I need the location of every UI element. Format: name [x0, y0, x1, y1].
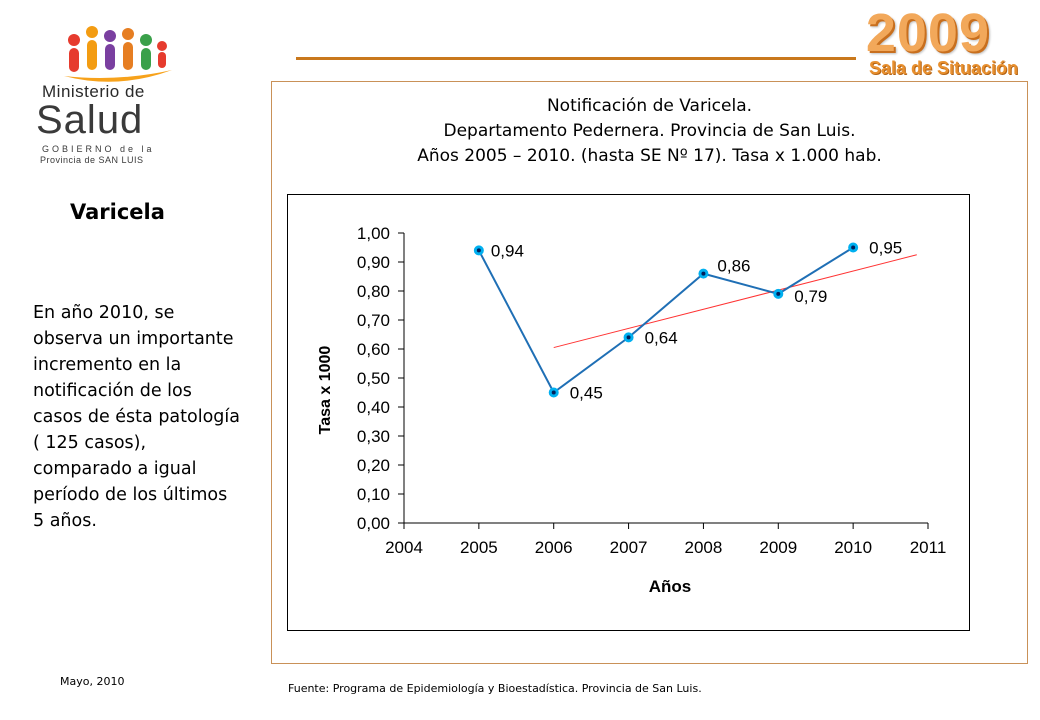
ministry-logo: Ministerio de Salud GOBIERNO de la Provi… [30, 20, 200, 165]
side-description: En año 2010, se observa un importante in… [33, 303, 240, 531]
y-tick-label: 0,40 [357, 398, 390, 417]
data-point-center [476, 248, 481, 253]
x-tick-label: 2006 [535, 538, 573, 557]
logo-line-ministerio: Ministerio de [42, 82, 145, 101]
x-tick-label: 2007 [610, 538, 648, 557]
brand-year: 2009 [865, 3, 990, 63]
footer-source: Fuente: Programa de Epidemiología y Bioe… [288, 682, 702, 695]
y-tick-label: 0,10 [357, 485, 390, 504]
y-tick-label: 0,80 [357, 282, 390, 301]
x-axis-title: Años [649, 577, 692, 596]
x-tick-label: 2008 [685, 538, 723, 557]
y-tick-label: 1,00 [357, 224, 390, 243]
y-tick-label: 0,00 [357, 514, 390, 533]
y-tick-label: 0,20 [357, 456, 390, 475]
logo-line-provincia: Provincia de SAN LUIS [40, 155, 144, 165]
x-tick-label: 2004 [385, 538, 423, 557]
chart-title-line-2: Departamento Pedernera. Provincia de San… [443, 121, 856, 141]
data-label: 0,86 [717, 257, 750, 276]
series-line [477, 246, 854, 394]
brand-subtitle: Sala de Situación [868, 58, 1018, 78]
logo-line-salud: Salud [36, 98, 144, 142]
x-tick-label: 2010 [834, 538, 872, 557]
chart-title-line-1: Notificación de Varicela. [546, 96, 753, 116]
chart-container: 0,00 0,10 0,20 0,30 0,40 0,50 0,60 0,70 0,80 0,90… [287, 194, 970, 631]
x-tick-label: 2009 [759, 538, 797, 557]
logo-line-gobierno: GOBIERNO de la [42, 144, 155, 154]
data-label: 0,64 [645, 328, 678, 347]
topic-title: Varicela [70, 200, 165, 224]
data-label: 0,45 [570, 384, 603, 403]
y-tick-label: 0,70 [357, 311, 390, 330]
x-tick-label: 2011 [910, 538, 947, 557]
data-point-center [551, 390, 556, 395]
people-figures-icon [64, 26, 172, 82]
data-label: 0,79 [794, 287, 827, 306]
footer-date: Mayo, 2010 [60, 675, 125, 688]
data-label: 0,95 [869, 239, 902, 258]
trend-line [553, 254, 917, 349]
y-tick-label: 0,90 [357, 253, 390, 272]
header-divider [296, 57, 856, 60]
y-tick-label: 0,50 [357, 369, 390, 388]
y-tick-label: 0,30 [357, 427, 390, 446]
main-frame [271, 81, 1028, 664]
data-label: 0,94 [491, 241, 524, 260]
y-axis-title: Tasa x 1000 [317, 346, 334, 435]
y-tick-label: 0,60 [357, 340, 390, 359]
chart-title: Notificación de Varicela. Departamento P… [271, 94, 1028, 169]
data-point-center [626, 335, 631, 340]
data-point-center [851, 245, 856, 250]
line-chart: 0,00 0,10 0,20 0,30 0,40 0,50 0,60 0,70 0,80 0,90… [317, 224, 947, 596]
x-tick-label: 2005 [460, 538, 498, 557]
data-point-center [701, 271, 706, 276]
data-point-center [776, 291, 781, 296]
chart-title-line-3: Años 2005 – 2010. (hasta SE Nº 17). Tasa… [417, 146, 882, 166]
